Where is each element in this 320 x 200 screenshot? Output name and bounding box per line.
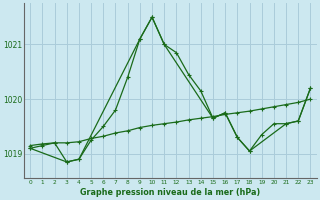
X-axis label: Graphe pression niveau de la mer (hPa): Graphe pression niveau de la mer (hPa): [80, 188, 260, 197]
